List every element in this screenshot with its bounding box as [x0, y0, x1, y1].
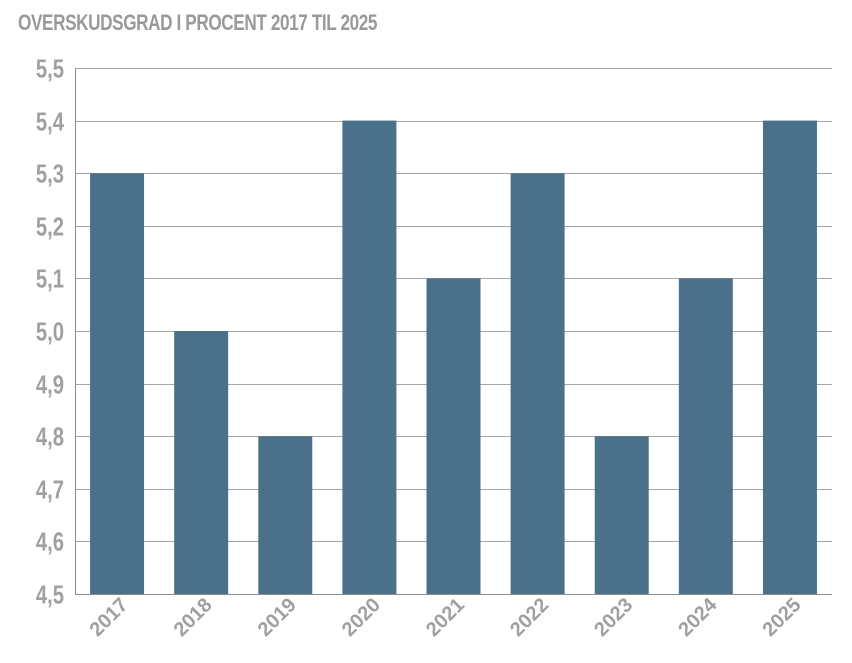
x-tick-label: 2020 — [338, 594, 385, 641]
x-tick-label: 2025 — [758, 594, 805, 641]
y-tick-label: 5,5 — [36, 54, 64, 83]
y-tick-label: 5,3 — [36, 159, 64, 188]
bar — [90, 173, 145, 594]
y-tick-label: 5,1 — [36, 264, 64, 293]
x-tick-label: 2018 — [170, 594, 217, 641]
bar — [426, 278, 481, 594]
y-tick-label: 4,5 — [36, 580, 64, 609]
bar — [258, 436, 313, 594]
x-tick-label: 2019 — [254, 594, 301, 641]
y-tick-label: 5,4 — [36, 107, 64, 136]
x-tick-label: 2023 — [590, 594, 637, 641]
x-tick-label: 2022 — [506, 594, 553, 641]
bar — [678, 278, 733, 594]
y-tick-label: 4,7 — [36, 475, 64, 504]
x-tick-label: 2017 — [86, 594, 133, 641]
bar — [342, 120, 397, 594]
chart-title: OVERSKUDSGRAD I PROCENT 2017 TIL 2025 — [18, 10, 378, 35]
bar — [174, 331, 229, 594]
y-tick-label: 5,2 — [36, 212, 64, 241]
x-tick-label: 2024 — [674, 593, 722, 641]
x-tick-label: 2021 — [422, 594, 469, 641]
y-tick-label: 4,6 — [36, 527, 64, 556]
bar — [594, 436, 649, 594]
y-tick-label: 4,9 — [36, 370, 64, 399]
y-tick-label: 4,8 — [36, 422, 64, 451]
y-tick-label: 5,0 — [36, 317, 64, 346]
bar — [510, 173, 565, 594]
bar — [762, 120, 817, 594]
